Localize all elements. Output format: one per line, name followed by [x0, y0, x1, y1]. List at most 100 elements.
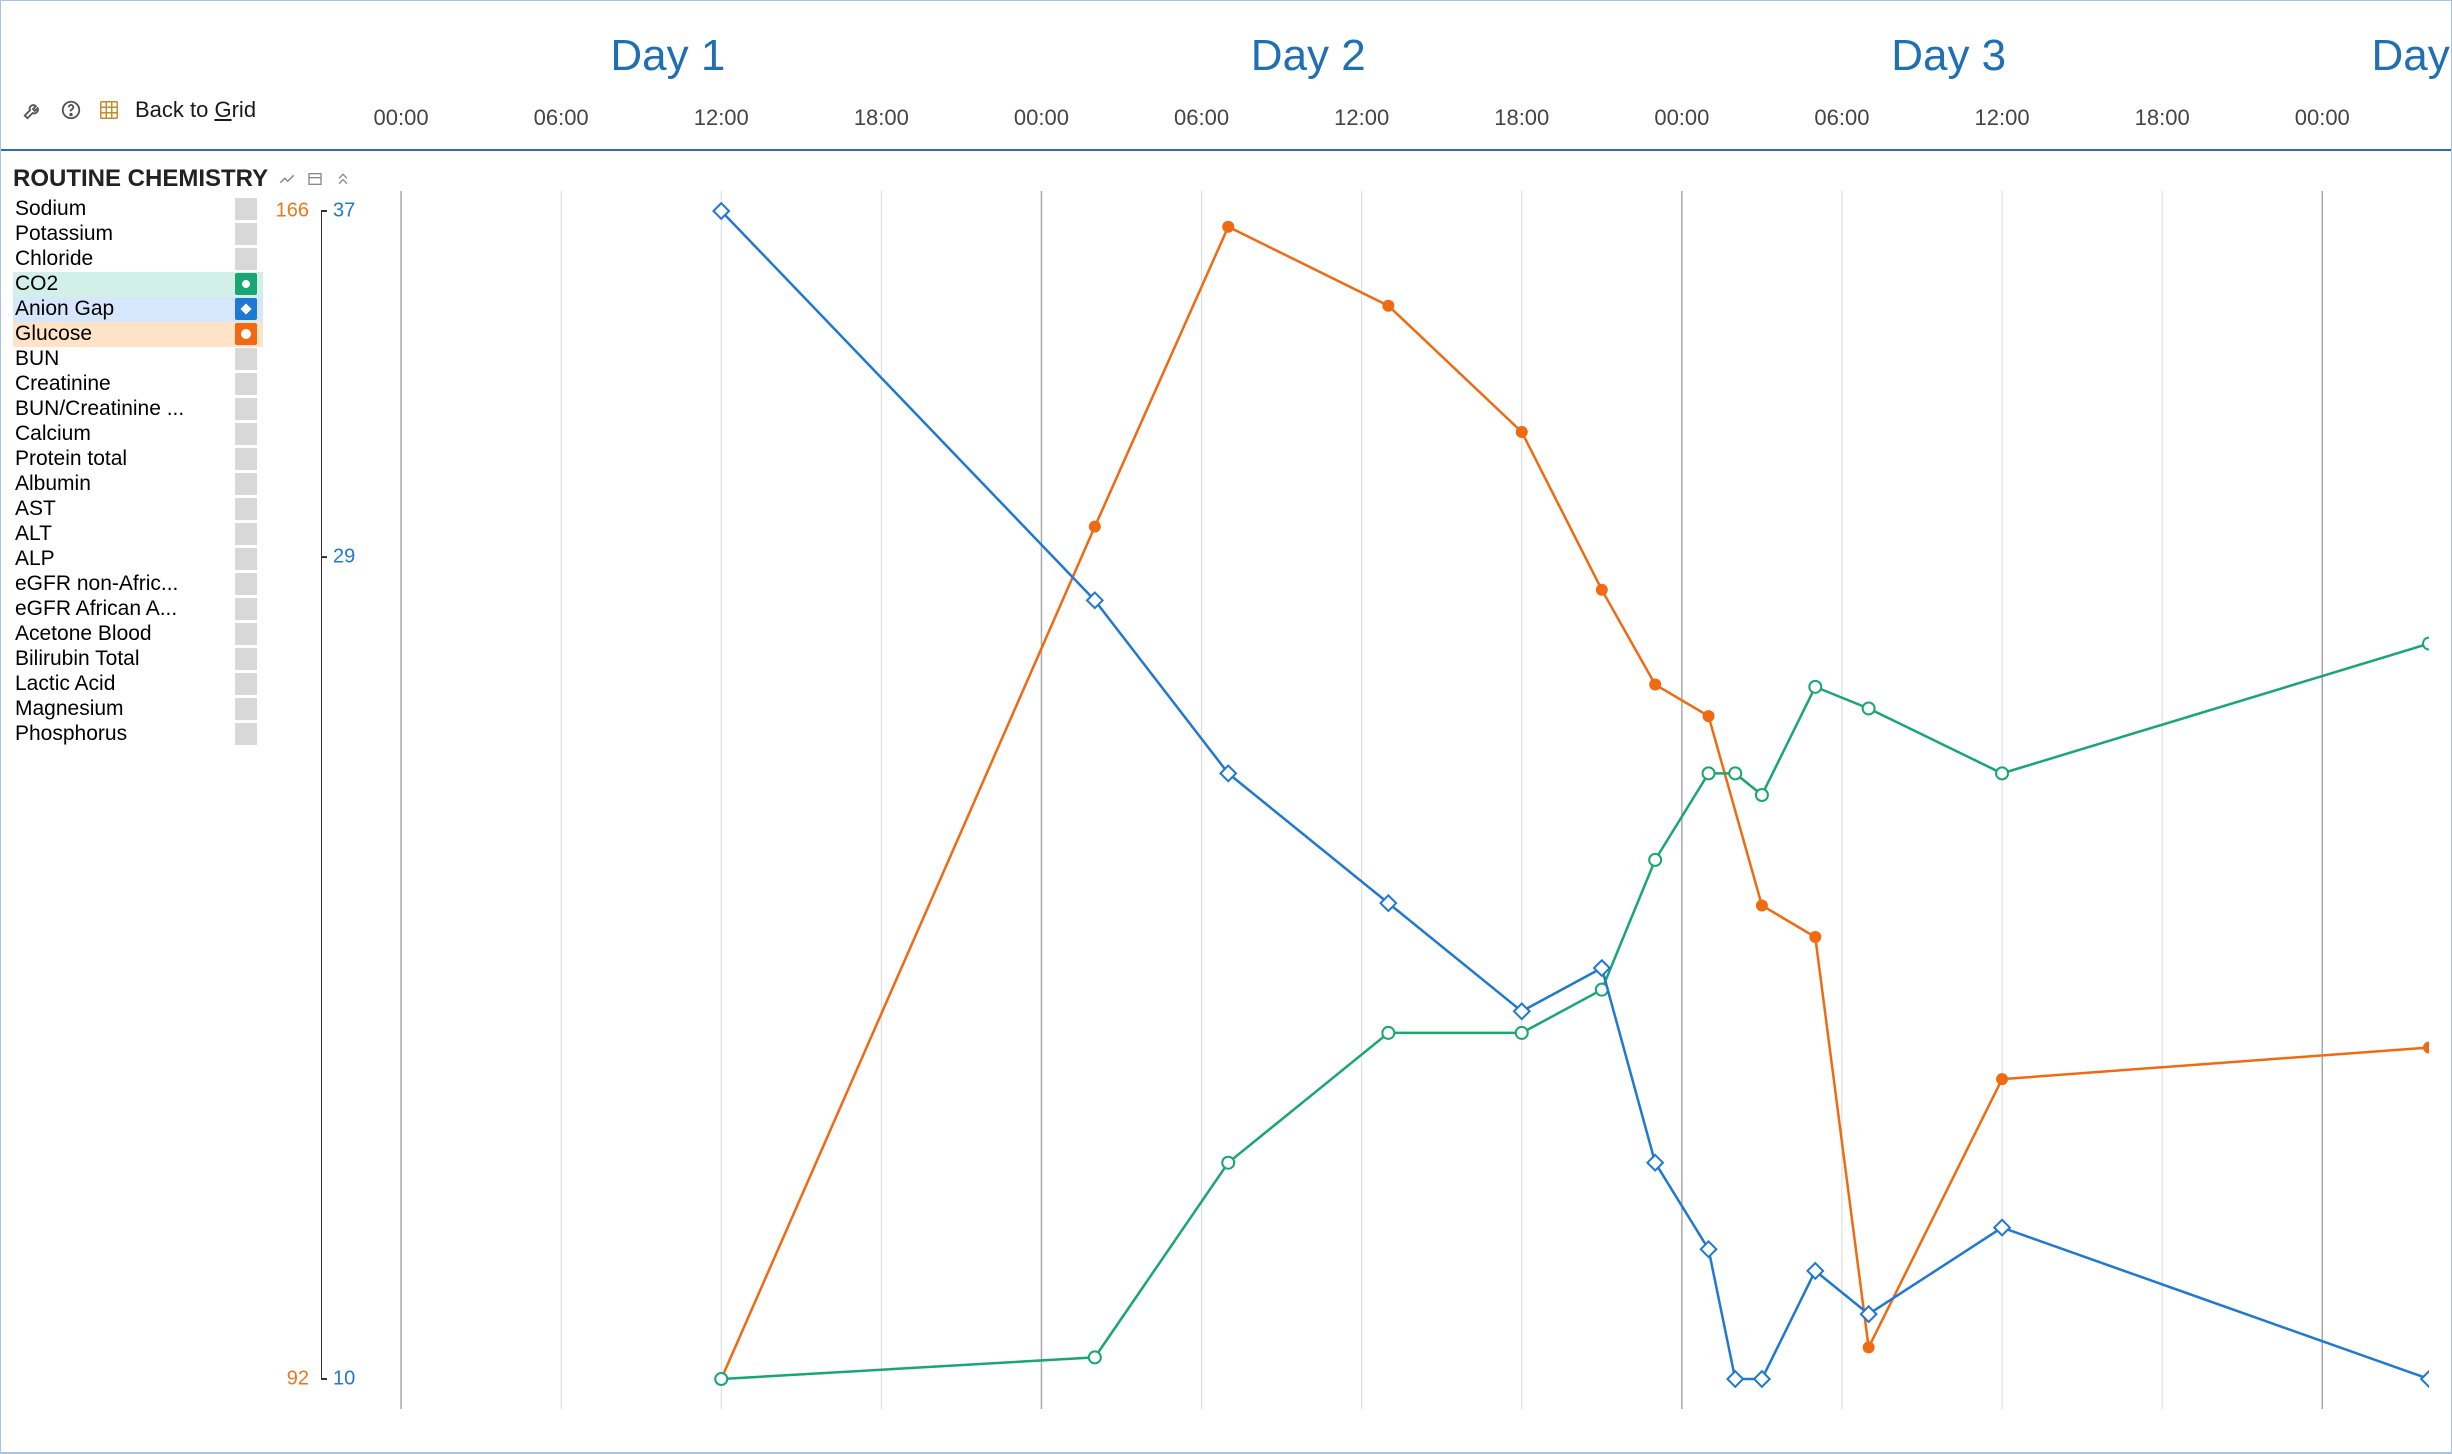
legend-swatch [229, 397, 263, 422]
header-divider [1, 149, 2451, 151]
data-point[interactable] [1996, 1073, 2008, 1085]
back-to-grid-link[interactable]: Back to Grid [135, 97, 256, 123]
legend-swatch [229, 197, 263, 222]
data-point[interactable] [1222, 1157, 1234, 1169]
data-point[interactable] [1754, 1371, 1770, 1387]
hour-label: 18:00 [854, 105, 909, 131]
legend-row[interactable]: CO2 [13, 272, 263, 297]
toolbar: Back to Grid [21, 97, 256, 123]
wrench-icon[interactable] [21, 98, 45, 122]
data-point[interactable] [1996, 767, 2008, 779]
legend-row[interactable]: ALT [13, 522, 263, 547]
bottom-divider [1, 1452, 2451, 1453]
legend-row[interactable]: Calcium [13, 422, 263, 447]
data-point[interactable] [1647, 1155, 1663, 1171]
legend-label: AST [15, 497, 229, 521]
legend-row[interactable]: Chloride [13, 247, 263, 272]
data-point[interactable] [1596, 584, 1608, 596]
legend-row[interactable]: BUN/Creatinine ... [13, 397, 263, 422]
legend-row[interactable]: eGFR African A... [13, 597, 263, 622]
legend-label: Albumin [15, 472, 229, 496]
data-point[interactable] [2421, 1371, 2429, 1387]
legend-label: Phosphorus [15, 722, 229, 746]
legend-swatch [229, 472, 263, 497]
legend-row[interactable]: Acetone Blood [13, 622, 263, 647]
data-point[interactable] [1863, 702, 1875, 714]
legend-swatch [229, 222, 263, 247]
legend-row[interactable]: Sodium [13, 197, 263, 222]
data-point[interactable] [2423, 638, 2429, 650]
hour-label: 18:00 [2135, 105, 2190, 131]
hour-label: 00:00 [1654, 105, 1709, 131]
legend-swatch [229, 497, 263, 522]
legend-row[interactable]: Creatinine [13, 372, 263, 397]
data-point[interactable] [1516, 426, 1528, 438]
data-point[interactable] [1089, 1351, 1101, 1363]
data-point[interactable] [1222, 221, 1234, 233]
hour-label: 12:00 [1975, 105, 2030, 131]
data-point[interactable] [1649, 679, 1661, 691]
legend-swatch [229, 272, 263, 297]
hour-label: 06:00 [1174, 105, 1229, 131]
data-point[interactable] [1809, 681, 1821, 693]
legend-row[interactable]: Lactic Acid [13, 672, 263, 697]
back-to-grid-prefix: Back to [135, 97, 214, 122]
data-point[interactable] [1382, 300, 1394, 312]
data-point[interactable] [1729, 767, 1741, 779]
y-tick-label: 92 [287, 1368, 309, 1391]
day-label: Day 1 [610, 31, 725, 81]
chart-area [321, 191, 2429, 1409]
legend-swatch [229, 422, 263, 447]
legend-swatch [229, 297, 263, 322]
section-title: ROUTINE CHEMISTRY [13, 165, 268, 193]
data-point[interactable] [1727, 1371, 1743, 1387]
data-point[interactable] [1756, 789, 1768, 801]
back-to-grid-mnemonic: G [214, 97, 231, 122]
data-point[interactable] [1703, 767, 1715, 779]
legend-row[interactable]: BUN [13, 347, 263, 372]
data-point[interactable] [1756, 899, 1768, 911]
data-point[interactable] [1649, 854, 1661, 866]
table-icon[interactable] [306, 170, 324, 188]
legend-label: Magnesium [15, 697, 229, 721]
chart-svg [321, 191, 2429, 1409]
legend-label: Chloride [15, 247, 229, 271]
help-icon[interactable] [59, 98, 83, 122]
legend-row[interactable]: Potassium [13, 222, 263, 247]
legend-row[interactable]: Magnesium [13, 697, 263, 722]
legend-row[interactable]: Anion Gap [13, 297, 263, 322]
legend-row[interactable]: ALP [13, 547, 263, 572]
data-point[interactable] [1703, 710, 1715, 722]
legend-row[interactable]: Albumin [13, 472, 263, 497]
data-point[interactable] [1089, 521, 1101, 533]
legend-label: BUN/Creatinine ... [15, 397, 229, 421]
legend-row[interactable]: Glucose [13, 322, 263, 347]
y-tick-label: 166 [276, 200, 309, 223]
hour-label: 00:00 [1014, 105, 1069, 131]
hour-label: 06:00 [534, 105, 589, 131]
collapse-icon[interactable] [334, 170, 352, 188]
legend-row[interactable]: Bilirubin Total [13, 647, 263, 672]
grid-icon[interactable] [97, 98, 121, 122]
legend-row[interactable]: eGFR non-Afric... [13, 572, 263, 597]
series-legend: SodiumPotassiumChlorideCO2Anion GapGluco… [13, 197, 263, 747]
legend-swatch [229, 247, 263, 272]
legend-row[interactable]: Protein total [13, 447, 263, 472]
data-point[interactable] [1809, 931, 1821, 943]
legend-label: Anion Gap [15, 297, 229, 321]
data-point[interactable] [1863, 1341, 1875, 1353]
legend-label: Acetone Blood [15, 622, 229, 646]
data-point[interactable] [2423, 1042, 2429, 1054]
data-point[interactable] [1382, 1027, 1394, 1039]
data-point[interactable] [1516, 1027, 1528, 1039]
legend-row[interactable]: AST [13, 497, 263, 522]
data-point[interactable] [1701, 1241, 1717, 1257]
data-point[interactable] [1994, 1220, 2010, 1236]
legend-swatch [229, 597, 263, 622]
trend-icon[interactable] [278, 170, 296, 188]
hour-label: 06:00 [1814, 105, 1869, 131]
legend-row[interactable]: Phosphorus [13, 722, 263, 747]
legend-swatch [229, 372, 263, 397]
data-point[interactable] [715, 1373, 727, 1385]
legend-label: BUN [15, 347, 229, 371]
